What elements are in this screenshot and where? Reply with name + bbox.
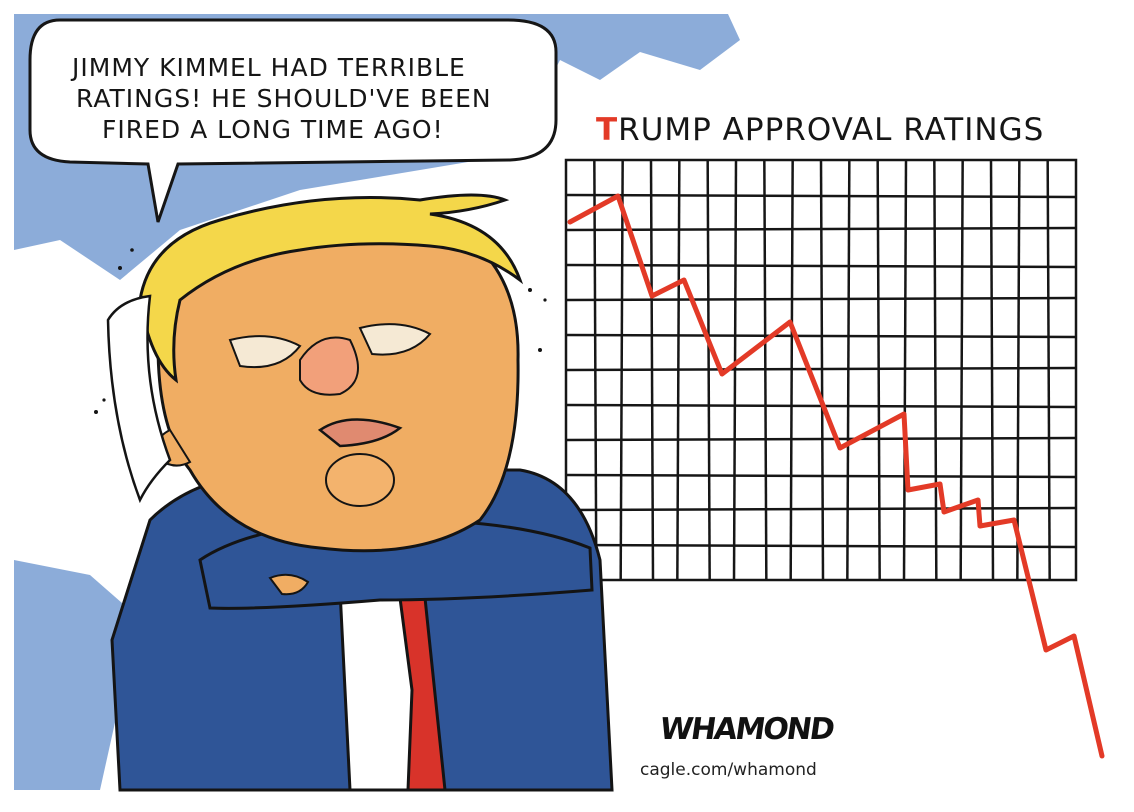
approval-rating-line: [567, 193, 1105, 759]
grid-vertical-line: [989, 159, 995, 581]
artist-credit: cagle.com/whamond: [640, 760, 817, 780]
grid-vertical-line: [902, 159, 908, 581]
right-eye: [358, 323, 432, 356]
chart-title-rest: RUMP APPROVAL RATINGS: [618, 112, 1045, 148]
speech-line-2: RATINGS! HE SHOULD'VE BEEN: [76, 84, 492, 113]
nose: [299, 336, 359, 396]
mouth: [317, 418, 403, 448]
speech-line-3: FIRED A LONG TIME AGO!: [102, 115, 444, 144]
grid-vertical-line: [1016, 159, 1021, 581]
grid-horizontal-line: [565, 193, 1077, 199]
suit: [110, 468, 614, 792]
specks: [94, 248, 547, 414]
hand: [268, 573, 310, 596]
grid-horizontal-line: [565, 506, 1077, 512]
grid-horizontal-line: [565, 333, 1077, 339]
grid-horizontal-line: [565, 296, 1077, 302]
artist-signature: WHAMOND: [657, 712, 836, 747]
chin: [325, 453, 395, 507]
chart-title-initial: T: [596, 112, 619, 148]
speech-line-1: JIMMY KIMMEL HAD TERRIBLE: [72, 53, 466, 82]
hair: [106, 193, 524, 504]
grid-horizontal-line: [565, 436, 1077, 442]
grid-vertical-line: [959, 159, 964, 581]
left-eye: [228, 335, 302, 369]
grid-vertical-line: [1046, 159, 1051, 581]
grid-horizontal-line: [565, 473, 1077, 479]
grid-horizontal-line: [565, 366, 1077, 372]
speech-text: JIMMY KIMMEL HAD TERRIBLE RATINGS! HE SH…: [60, 52, 540, 145]
grid-horizontal-line: [565, 226, 1077, 232]
head: [155, 225, 520, 553]
chart-grid: [564, 158, 1078, 582]
grid-vertical-line: [933, 159, 938, 581]
grid-horizontal-line: [565, 263, 1077, 269]
grid-horizontal-line: [565, 543, 1077, 549]
chart-title: TRUMP APPROVAL RATINGS: [596, 112, 1044, 148]
speech-bubble: [28, 18, 558, 223]
